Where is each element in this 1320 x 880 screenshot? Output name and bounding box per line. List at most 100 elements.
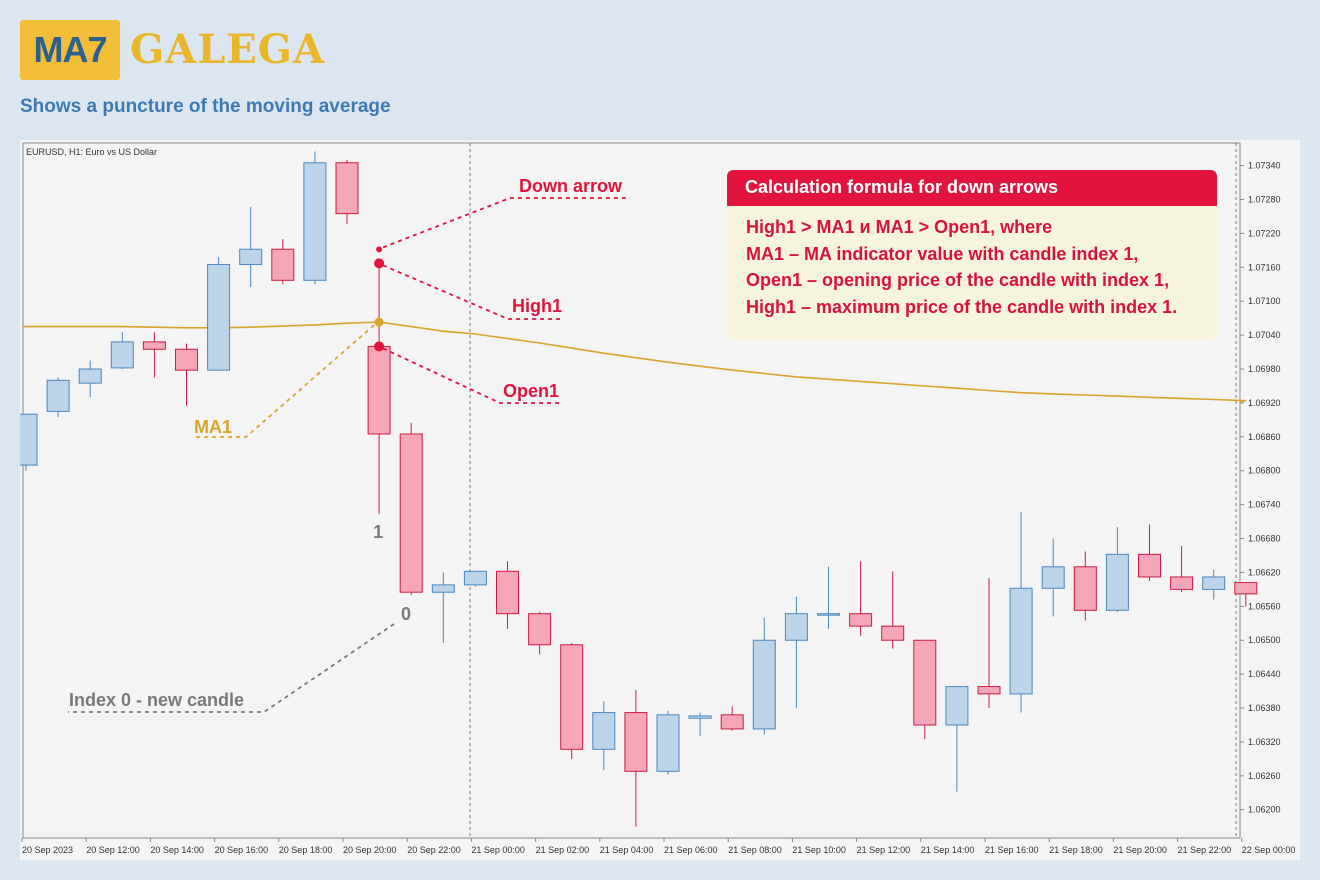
candle-body [1170,576,1194,590]
y-tick-label: 1.06560 [1248,601,1281,611]
x-tick-label: 21 Sep 16:00 [985,845,1039,855]
candle-body [784,613,808,641]
logo-badge: MA7 [20,20,120,80]
candle-body [752,639,776,730]
y-tick-label: 1.06680 [1248,534,1281,544]
x-tick-label: 21 Sep 00:00 [471,845,525,855]
symbol-label: EURUSD, H1: Euro vs US Dollar [26,147,157,157]
index-1-label: 1 [373,522,383,542]
candle-body [496,570,519,615]
y-tick-label: 1.06980 [1248,364,1281,374]
x-tick-label: 20 Sep 2023 [22,845,73,855]
index-0-label: 0 [401,604,411,624]
candle-body [1138,553,1161,578]
x-tick-label: 21 Sep 20:00 [1113,845,1167,855]
down-arrow-leader [382,197,630,249]
page-subtitle: Shows a puncture of the moving average [20,96,391,117]
candle-body [688,715,712,719]
y-tick-label: 1.06860 [1248,432,1281,442]
candle-body [303,162,327,281]
x-tick-label: 20 Sep 22:00 [407,845,461,855]
ma1-marker [374,317,384,327]
candle-body [849,613,873,627]
candle-body [913,639,937,726]
x-tick-label: 22 Sep 00:00 [1242,845,1296,855]
x-tick-label: 21 Sep 14:00 [921,845,975,855]
open1-label: Open1 [503,381,559,401]
formula-panel: Calculation formula for down arrows High… [727,170,1217,340]
candle-body [142,341,166,350]
y-tick-label: 1.06320 [1248,737,1281,747]
candle-body [335,162,359,215]
candle-body [20,413,38,466]
candle-body [945,686,969,726]
formula-line: High1 > MA1 и MA1 > Open1, where [746,217,1053,237]
y-tick-label: 1.07220 [1248,228,1281,238]
y-tick-label: 1.06740 [1248,500,1281,510]
x-tick-label: 20 Sep 12:00 [86,845,140,855]
formula-line: High1 – maximum price of the candle with… [746,296,1178,317]
x-tick-label: 21 Sep 12:00 [857,845,911,855]
logo-wordmark: GALEGA [130,26,326,73]
candle-body [399,433,423,593]
candle-body [592,712,616,750]
x-tick-label: 21 Sep 22:00 [1178,845,1232,855]
candle-body [207,263,231,371]
x-tick-label: 20 Sep 14:00 [150,845,204,855]
high1-marker [374,258,385,269]
candle-body [46,379,70,412]
new-candle-label: Index 0 - new candle [69,690,244,710]
x-tick-label: 21 Sep 10:00 [792,845,846,855]
formula-line: Open1 – opening price of the candle with… [746,270,1170,290]
y-tick-label: 1.07280 [1248,195,1281,205]
x-tick-label: 20 Sep 20:00 [343,845,397,855]
candle-body [1234,582,1258,595]
open1-marker [374,341,385,352]
open1-leader [382,347,562,404]
candle-body [175,348,198,371]
x-tick-label: 21 Sep 06:00 [664,845,718,855]
candle-body [431,584,455,593]
y-tick-label: 1.06440 [1248,669,1281,679]
x-tick-label: 21 Sep 04:00 [600,845,654,855]
y-tick-label: 1.06920 [1248,398,1281,408]
candle-body [1105,553,1129,611]
down-arrow-label: Down arrow [519,176,623,196]
candle-body [656,714,680,772]
candle-body [1041,566,1065,589]
x-tick-label: 21 Sep 02:00 [536,845,590,855]
x-tick-label: 21 Sep 18:00 [1049,845,1103,855]
candle-body [977,686,1001,695]
candle-body [463,570,487,586]
y-tick-label: 1.07040 [1248,330,1281,340]
candle-body [881,625,905,641]
candle-body [528,613,552,646]
candle-body [624,712,648,772]
x-tick-label: 20 Sep 16:00 [215,845,269,855]
y-tick-label: 1.07160 [1248,262,1281,272]
y-tick-label: 1.06620 [1248,567,1281,577]
ma1-label: MA1 [194,417,232,437]
candle-body [110,341,134,369]
formula-title: Calculation formula for down arrows [727,170,1217,206]
candle-body [560,644,584,750]
formula-line: MA1 – MA indicator value with candle ind… [746,243,1139,264]
x-tick-label: 21 Sep 08:00 [728,845,782,855]
y-tick-label: 1.06200 [1248,805,1281,815]
y-tick-label: 1.07100 [1248,296,1281,306]
candle-body [1202,576,1226,590]
candle-body [78,368,102,384]
high1-label: High1 [512,296,562,316]
candle-body [720,714,744,730]
x-tick-label: 20 Sep 18:00 [279,845,333,855]
y-tick-label: 1.06260 [1248,771,1281,781]
candle-body [1009,587,1033,695]
candle-body [367,345,391,435]
candle-body [239,248,263,265]
y-tick-label: 1.06800 [1248,466,1281,476]
down-arrow-marker [376,246,383,253]
formula-body: High1 > MA1 и MA1 > Open1, where MA1 – M… [727,206,1217,328]
candle-body [271,248,295,281]
candle-body [1073,566,1097,611]
candle-body [817,613,840,616]
